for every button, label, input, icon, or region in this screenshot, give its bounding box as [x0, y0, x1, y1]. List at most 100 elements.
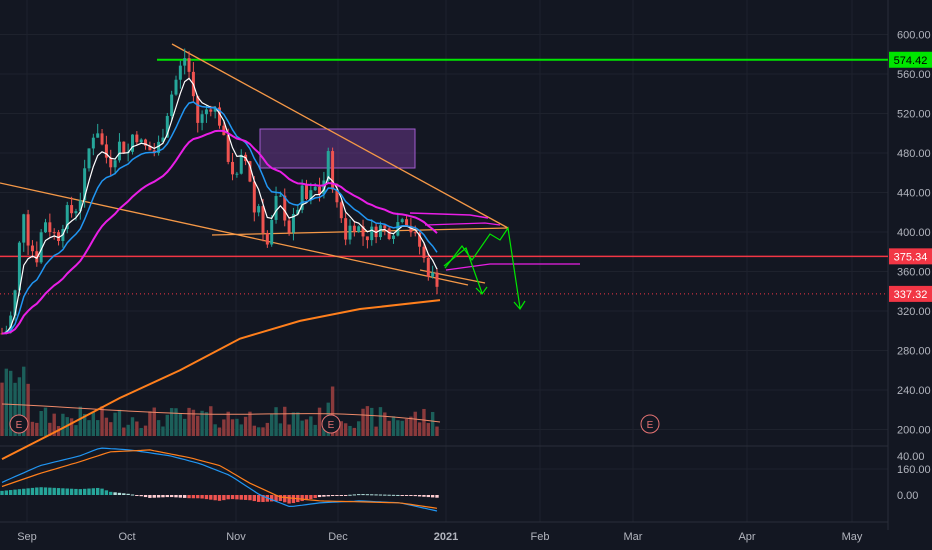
volume-bar	[109, 422, 112, 436]
volume-bar	[361, 409, 364, 436]
macd-histogram-bar	[340, 495, 343, 496]
macd-histogram-bar	[335, 495, 338, 496]
volume-bar	[231, 419, 234, 436]
earnings-marker-label: E	[328, 420, 335, 431]
macd-tick-label: 40.00	[897, 451, 925, 463]
macd-histogram-bar	[231, 495, 234, 499]
volume-bar	[187, 408, 190, 436]
macd-histogram-bar	[66, 488, 69, 495]
macd-histogram-bar	[309, 495, 312, 499]
price-tick-label: 520.00	[897, 109, 931, 121]
volume-bar	[374, 427, 377, 436]
volume-bar	[166, 415, 169, 436]
volume-bar	[266, 423, 269, 436]
macd-histogram-bar	[183, 495, 186, 498]
volume-bar	[353, 428, 356, 436]
macd-histogram-bar	[414, 495, 417, 496]
candle-body	[436, 273, 439, 287]
macd-tick-label: 0.00	[897, 490, 918, 502]
candle-body	[209, 109, 212, 111]
volume-bar	[161, 426, 164, 436]
candle-body	[388, 229, 391, 239]
time-tick-label: Mar	[624, 531, 643, 543]
price-tick-label: 600.00	[897, 30, 931, 42]
volume-bar	[379, 407, 382, 436]
macd-histogram-bar	[74, 489, 77, 495]
macd-histogram-bar	[109, 492, 112, 495]
macd-histogram-bar	[205, 495, 208, 499]
macd-histogram-bar	[253, 495, 256, 501]
macd-histogram-bar	[18, 489, 21, 495]
volume-bar	[113, 413, 116, 436]
volume-bar	[348, 426, 351, 436]
volume-bar	[39, 411, 42, 436]
macd-histogram-bar	[287, 495, 290, 504]
volume-bar	[409, 417, 412, 436]
candle-body	[288, 221, 291, 233]
volume-bar	[392, 416, 395, 436]
volume-bar	[44, 408, 47, 436]
macd-histogram-bar	[383, 495, 386, 496]
macd-histogram-bar	[257, 495, 260, 502]
volume-bar	[174, 408, 177, 436]
time-tick-label: Nov	[226, 531, 246, 543]
macd-histogram-bar	[79, 489, 82, 495]
macd-histogram-bar	[196, 495, 199, 498]
macd-histogram-bar	[331, 495, 334, 496]
macd-histogram-bar	[318, 495, 321, 497]
macd-histogram-bar	[370, 494, 373, 495]
volume-bar	[253, 426, 256, 436]
candle-body	[27, 214, 30, 245]
candle-body	[88, 148, 91, 168]
candle-body	[179, 66, 182, 80]
macd-histogram-bar	[240, 495, 243, 500]
candle-body	[431, 273, 434, 277]
macd-histogram-bar	[39, 487, 42, 495]
volume-bar	[157, 420, 160, 436]
volume-bar	[61, 414, 64, 436]
macd-histogram-bar	[366, 494, 369, 495]
volume-bar	[170, 408, 173, 436]
volume-bar	[205, 412, 208, 436]
volume-bar	[74, 425, 77, 436]
macd-histogram-bar	[200, 495, 203, 499]
macd-histogram-bar	[92, 488, 95, 495]
candle-body	[340, 202, 343, 218]
volume-bar	[100, 406, 103, 436]
macd-histogram-bar	[87, 489, 90, 495]
candle-body	[401, 219, 404, 222]
macd-histogram-bar	[244, 495, 247, 500]
price-tick-label: 400.00	[897, 227, 931, 239]
volume-bar	[414, 412, 417, 436]
macd-histogram-bar	[387, 495, 390, 496]
time-tick-label: 2021	[434, 531, 458, 543]
volume-bar	[309, 416, 312, 436]
macd-histogram-bar	[157, 495, 160, 498]
macd-histogram-bar	[22, 489, 25, 495]
macd-histogram-bar	[314, 495, 317, 498]
time-tick-label: Feb	[531, 531, 550, 543]
candle-body	[44, 222, 47, 232]
macd-histogram-bar	[248, 495, 251, 500]
volume-bar	[287, 424, 290, 436]
volume-bar	[35, 423, 38, 436]
macd-histogram-bar	[13, 490, 16, 495]
candle-body	[175, 80, 178, 95]
macd-histogram-bar	[409, 495, 412, 496]
volume-bar	[126, 425, 129, 436]
volume-bar	[435, 427, 438, 436]
candle-body	[270, 220, 273, 245]
macd-histogram-bar	[353, 494, 356, 495]
candle-body	[140, 140, 143, 143]
volume-bar	[183, 419, 186, 436]
candle-body	[414, 232, 417, 233]
volume-bar	[144, 426, 147, 436]
macd-histogram-bar	[435, 495, 438, 498]
macd-histogram-bar	[179, 495, 182, 498]
volume-bar	[70, 418, 73, 436]
macd-histogram-bar	[292, 495, 295, 503]
macd-histogram-bar	[392, 495, 395, 496]
volume-bar	[427, 423, 430, 436]
candle-body	[366, 236, 369, 240]
